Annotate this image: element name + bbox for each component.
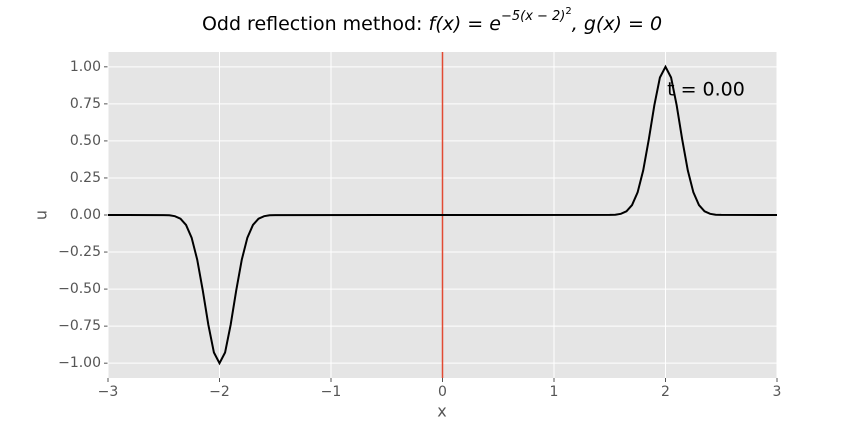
title-g: , g(x) = 0 xyxy=(572,13,662,35)
x-tick-label: 2 xyxy=(661,384,670,400)
title-exp: −5(x − 2) xyxy=(501,9,565,24)
y-axis-label: u xyxy=(32,210,51,220)
x-tick-label: −2 xyxy=(209,384,230,400)
y-tick-label: 0.75 xyxy=(70,96,101,112)
x-tick-label: −3 xyxy=(98,384,119,400)
x-tick-label: 1 xyxy=(550,384,559,400)
title-f: f(x) = e xyxy=(429,13,501,35)
title-exp2: 2 xyxy=(565,6,571,17)
y-tick-label: −1.00 xyxy=(58,355,101,371)
y-tick-label: −0.75 xyxy=(58,318,101,334)
x-tick-label: −1 xyxy=(321,384,342,400)
line xyxy=(107,64,778,366)
y-tick-label: −0.50 xyxy=(58,281,101,297)
y-tick-label: 0.50 xyxy=(70,133,101,149)
y-tick-label: 0.25 xyxy=(70,170,101,186)
x-axis-label: x xyxy=(437,402,446,421)
y-tick-label: 0.00 xyxy=(70,207,101,223)
chart-title: Odd reflection method: f(x) = e−5(x − 2)… xyxy=(202,6,662,35)
y-tick-label: −0.25 xyxy=(58,244,101,260)
y-tick-label: 1.00 xyxy=(70,59,101,75)
annotation: t = 0.00 xyxy=(667,79,745,101)
title-text: Odd reflection method: xyxy=(202,13,429,35)
x-tick-label: 3 xyxy=(773,384,782,400)
x-tick-label: 0 xyxy=(438,384,447,400)
